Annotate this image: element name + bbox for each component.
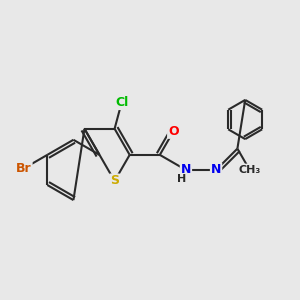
Text: N: N: [181, 164, 191, 176]
Text: S: S: [110, 175, 119, 188]
Text: Br: Br: [16, 162, 32, 175]
Text: H: H: [177, 174, 186, 184]
Text: O: O: [168, 125, 179, 138]
Text: N: N: [211, 164, 221, 176]
Text: CH₃: CH₃: [238, 164, 261, 175]
Text: Cl: Cl: [115, 96, 128, 109]
